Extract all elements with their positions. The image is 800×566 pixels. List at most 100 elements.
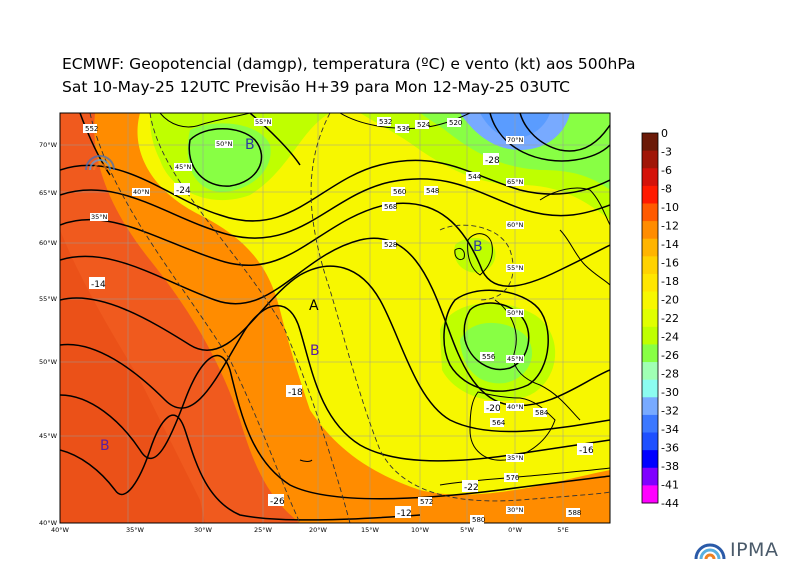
svg-text:-22: -22 [464, 483, 479, 493]
map-title-line1: ECMWF: Geopotencial (damgp), temperatura… [62, 55, 636, 73]
grid-label: 40°N [506, 403, 524, 411]
contour-label: 560 [391, 187, 406, 196]
colorbar-label: -20 [661, 294, 679, 307]
colorbar-cell [642, 133, 658, 152]
contour-label: 568 [382, 202, 397, 211]
longitude-labels: 40°W 35°W 30°W 25°W 20°W 15°W 10°W 5°W 0… [51, 526, 569, 534]
svg-text:552: 552 [85, 125, 98, 133]
svg-text:-20: -20 [486, 404, 501, 414]
svg-text:25°W: 25°W [254, 526, 273, 534]
ipma-watermark-icon [85, 155, 115, 171]
svg-text:524: 524 [417, 121, 431, 129]
low-center-label: B [100, 438, 110, 454]
pressure-centers: B B A B B [100, 137, 483, 454]
map-title-line2: Sat 10-May-25 12UTC Previsão H+39 para M… [62, 78, 570, 96]
temp-label: -28 [483, 153, 500, 166]
grid-label: 35°N [506, 454, 524, 462]
svg-text:40°W: 40°W [39, 519, 58, 527]
low-center-label: B [245, 137, 255, 153]
svg-text:576: 576 [506, 474, 520, 482]
colorbar-label: -10 [661, 201, 679, 214]
colorbar-cell [642, 185, 658, 204]
colorbar-label: -36 [661, 442, 679, 455]
svg-text:55°N: 55°N [507, 264, 524, 272]
temp-label: -24 [174, 183, 191, 196]
colorbar-cell [642, 467, 658, 486]
colorbar-cell [642, 414, 658, 434]
svg-text:60°W: 60°W [39, 239, 58, 247]
svg-text:45°N: 45°N [507, 355, 524, 363]
svg-text:40°W: 40°W [51, 526, 70, 534]
svg-text:35°N: 35°N [91, 213, 108, 221]
colorbar-cell [642, 221, 658, 240]
svg-text:65°W: 65°W [39, 189, 58, 197]
colorbar-cell [642, 344, 658, 363]
svg-text:528: 528 [384, 241, 397, 249]
temp-label: -22 [462, 480, 479, 493]
latitude-labels: 70°W 65°W 60°W 55°W 50°W 45°W 40°W [39, 141, 58, 527]
colorbar-cell [642, 397, 658, 416]
svg-text:532: 532 [379, 118, 392, 126]
svg-text:5°W: 5°W [460, 526, 474, 534]
colorbar-cell [642, 203, 658, 222]
svg-text:65°N: 65°N [507, 178, 524, 186]
colorbar-cell [642, 485, 658, 504]
contour-label: 548 [424, 186, 439, 195]
grid-label: 30°N [506, 506, 524, 514]
ipma-logo: IPMA [693, 538, 778, 562]
colorbar-label: -18 [661, 275, 679, 288]
inner-grid-labels: 55°N 50°N 45°N 40°N 35°N 65°N 70°N 60°N … [90, 118, 524, 514]
grid-label: 65°N [506, 178, 524, 186]
svg-text:-12: -12 [397, 509, 412, 519]
ipma-logo-icon [694, 543, 726, 560]
colorbar-cell [642, 273, 658, 293]
colorbar-cell [642, 362, 658, 381]
colorbar-label: -6 [661, 164, 672, 177]
svg-text:10°W: 10°W [411, 526, 430, 534]
svg-text:30°W: 30°W [194, 526, 213, 534]
contour-label: 520 [447, 118, 462, 127]
grid-label: 70°N [506, 136, 524, 144]
svg-text:15°W: 15°W [361, 526, 380, 534]
contour-label: 536 [395, 124, 411, 133]
colorbar-label: -32 [661, 405, 679, 418]
colorbar-cell [642, 379, 658, 398]
colorbar-cell [642, 450, 658, 469]
high-center-label: A [309, 298, 319, 314]
svg-text:40°N: 40°N [133, 188, 150, 196]
grid-label: 55°N [506, 264, 524, 272]
svg-text:70°N: 70°N [507, 136, 524, 144]
grid-label: 55°N [254, 118, 272, 126]
colorbar-label: 0 [661, 127, 668, 140]
temp-zone-green2-east [460, 322, 533, 384]
colorbar-cell [642, 150, 658, 169]
svg-text:0°W: 0°W [508, 526, 522, 534]
svg-text:584: 584 [535, 409, 549, 417]
svg-text:-26: -26 [270, 497, 285, 507]
colorbar-label: -14 [661, 238, 679, 251]
svg-text:35°W: 35°W [126, 526, 145, 534]
grid-label: 50°N [215, 140, 233, 148]
svg-text:20°W: 20°W [309, 526, 328, 534]
grid-label: 60°N [506, 221, 524, 229]
svg-text:45°W: 45°W [39, 432, 58, 440]
contour-label: 588 [566, 508, 581, 517]
svg-text:50°N: 50°N [507, 309, 524, 317]
svg-text:572: 572 [420, 498, 433, 506]
contour-label: 572 [418, 497, 433, 506]
svg-text:588: 588 [568, 509, 581, 517]
contour-label: 552 [83, 124, 98, 133]
contour-label: 564 [490, 418, 506, 427]
colorbar-cell [642, 326, 658, 345]
colorbar-label: -26 [661, 349, 679, 362]
svg-text:-24: -24 [176, 186, 191, 196]
contour-label: 584 [533, 408, 549, 417]
svg-text:50°N: 50°N [216, 140, 233, 148]
svg-text:580: 580 [472, 516, 485, 524]
colorbar-cell [642, 238, 658, 257]
svg-text:70°W: 70°W [39, 141, 58, 149]
svg-text:560: 560 [393, 188, 406, 196]
temp-label: -16 [577, 443, 594, 456]
colorbar-label: -28 [661, 368, 679, 381]
